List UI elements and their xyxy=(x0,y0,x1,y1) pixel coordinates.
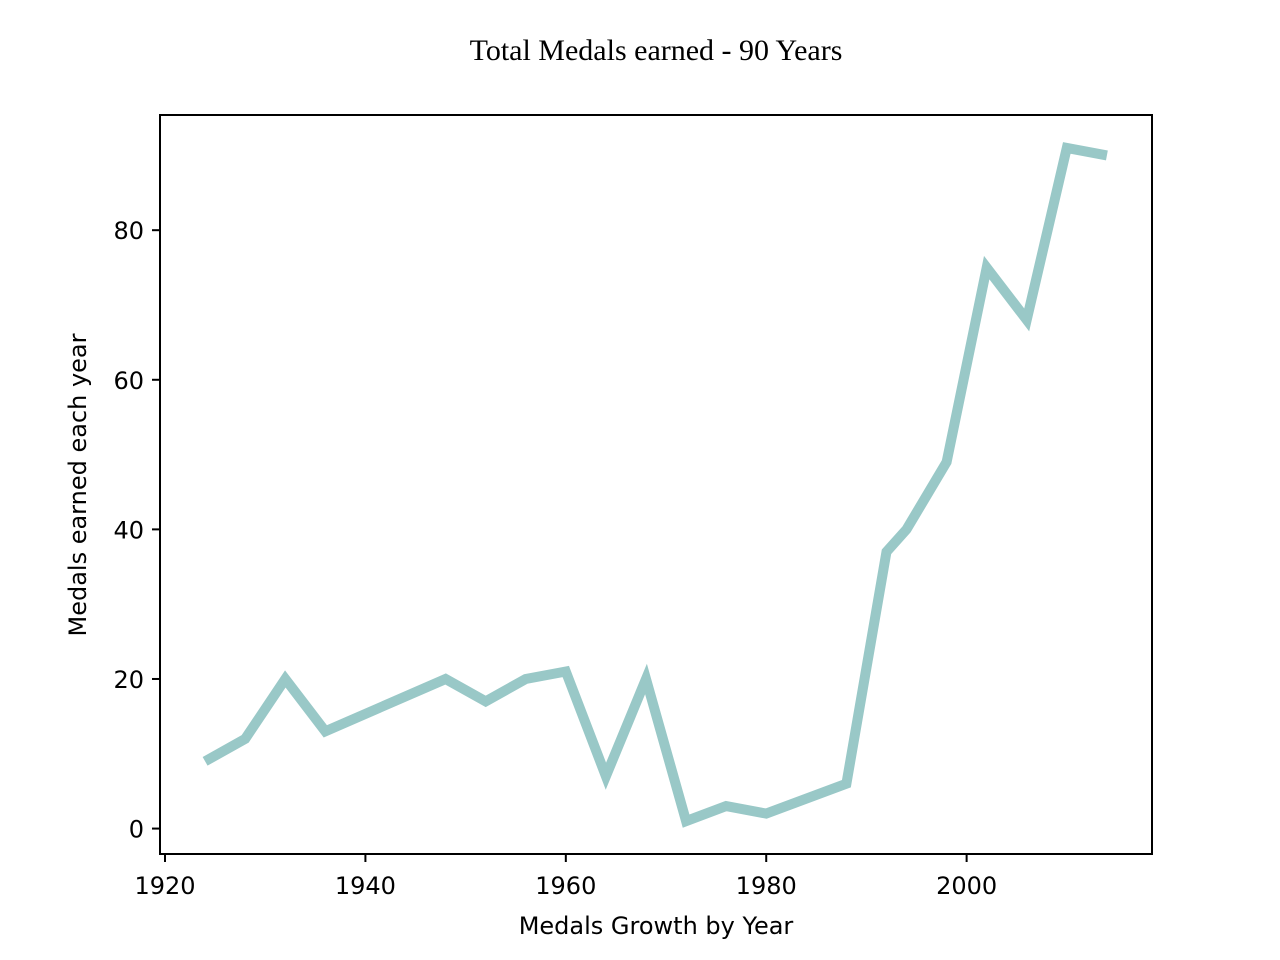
chart-title: Total Medals earned - 90 Years xyxy=(470,34,843,67)
x-tick-label: 1940 xyxy=(335,872,396,900)
x-tick-label: 1980 xyxy=(736,872,797,900)
plot-frame xyxy=(159,114,1153,855)
y-tick-label: 40 xyxy=(113,516,144,544)
y-tick-label: 60 xyxy=(113,367,144,395)
x-tick-label: 1960 xyxy=(535,872,596,900)
x-tick-label: 1920 xyxy=(134,872,195,900)
x-axis-label: Medals Growth by Year xyxy=(519,912,794,940)
y-axis-label: Medals earned each year xyxy=(64,333,92,636)
y-tick-label: 20 xyxy=(113,666,144,694)
x-tick-label: 2000 xyxy=(936,872,997,900)
x-axis: 1920 1940 1960 1980 2000 xyxy=(134,854,997,900)
y-tick-label: 80 xyxy=(113,217,144,245)
y-axis: 0 20 40 60 80 xyxy=(113,217,160,844)
series-line xyxy=(202,142,1108,828)
y-tick-label: 0 xyxy=(129,816,144,844)
